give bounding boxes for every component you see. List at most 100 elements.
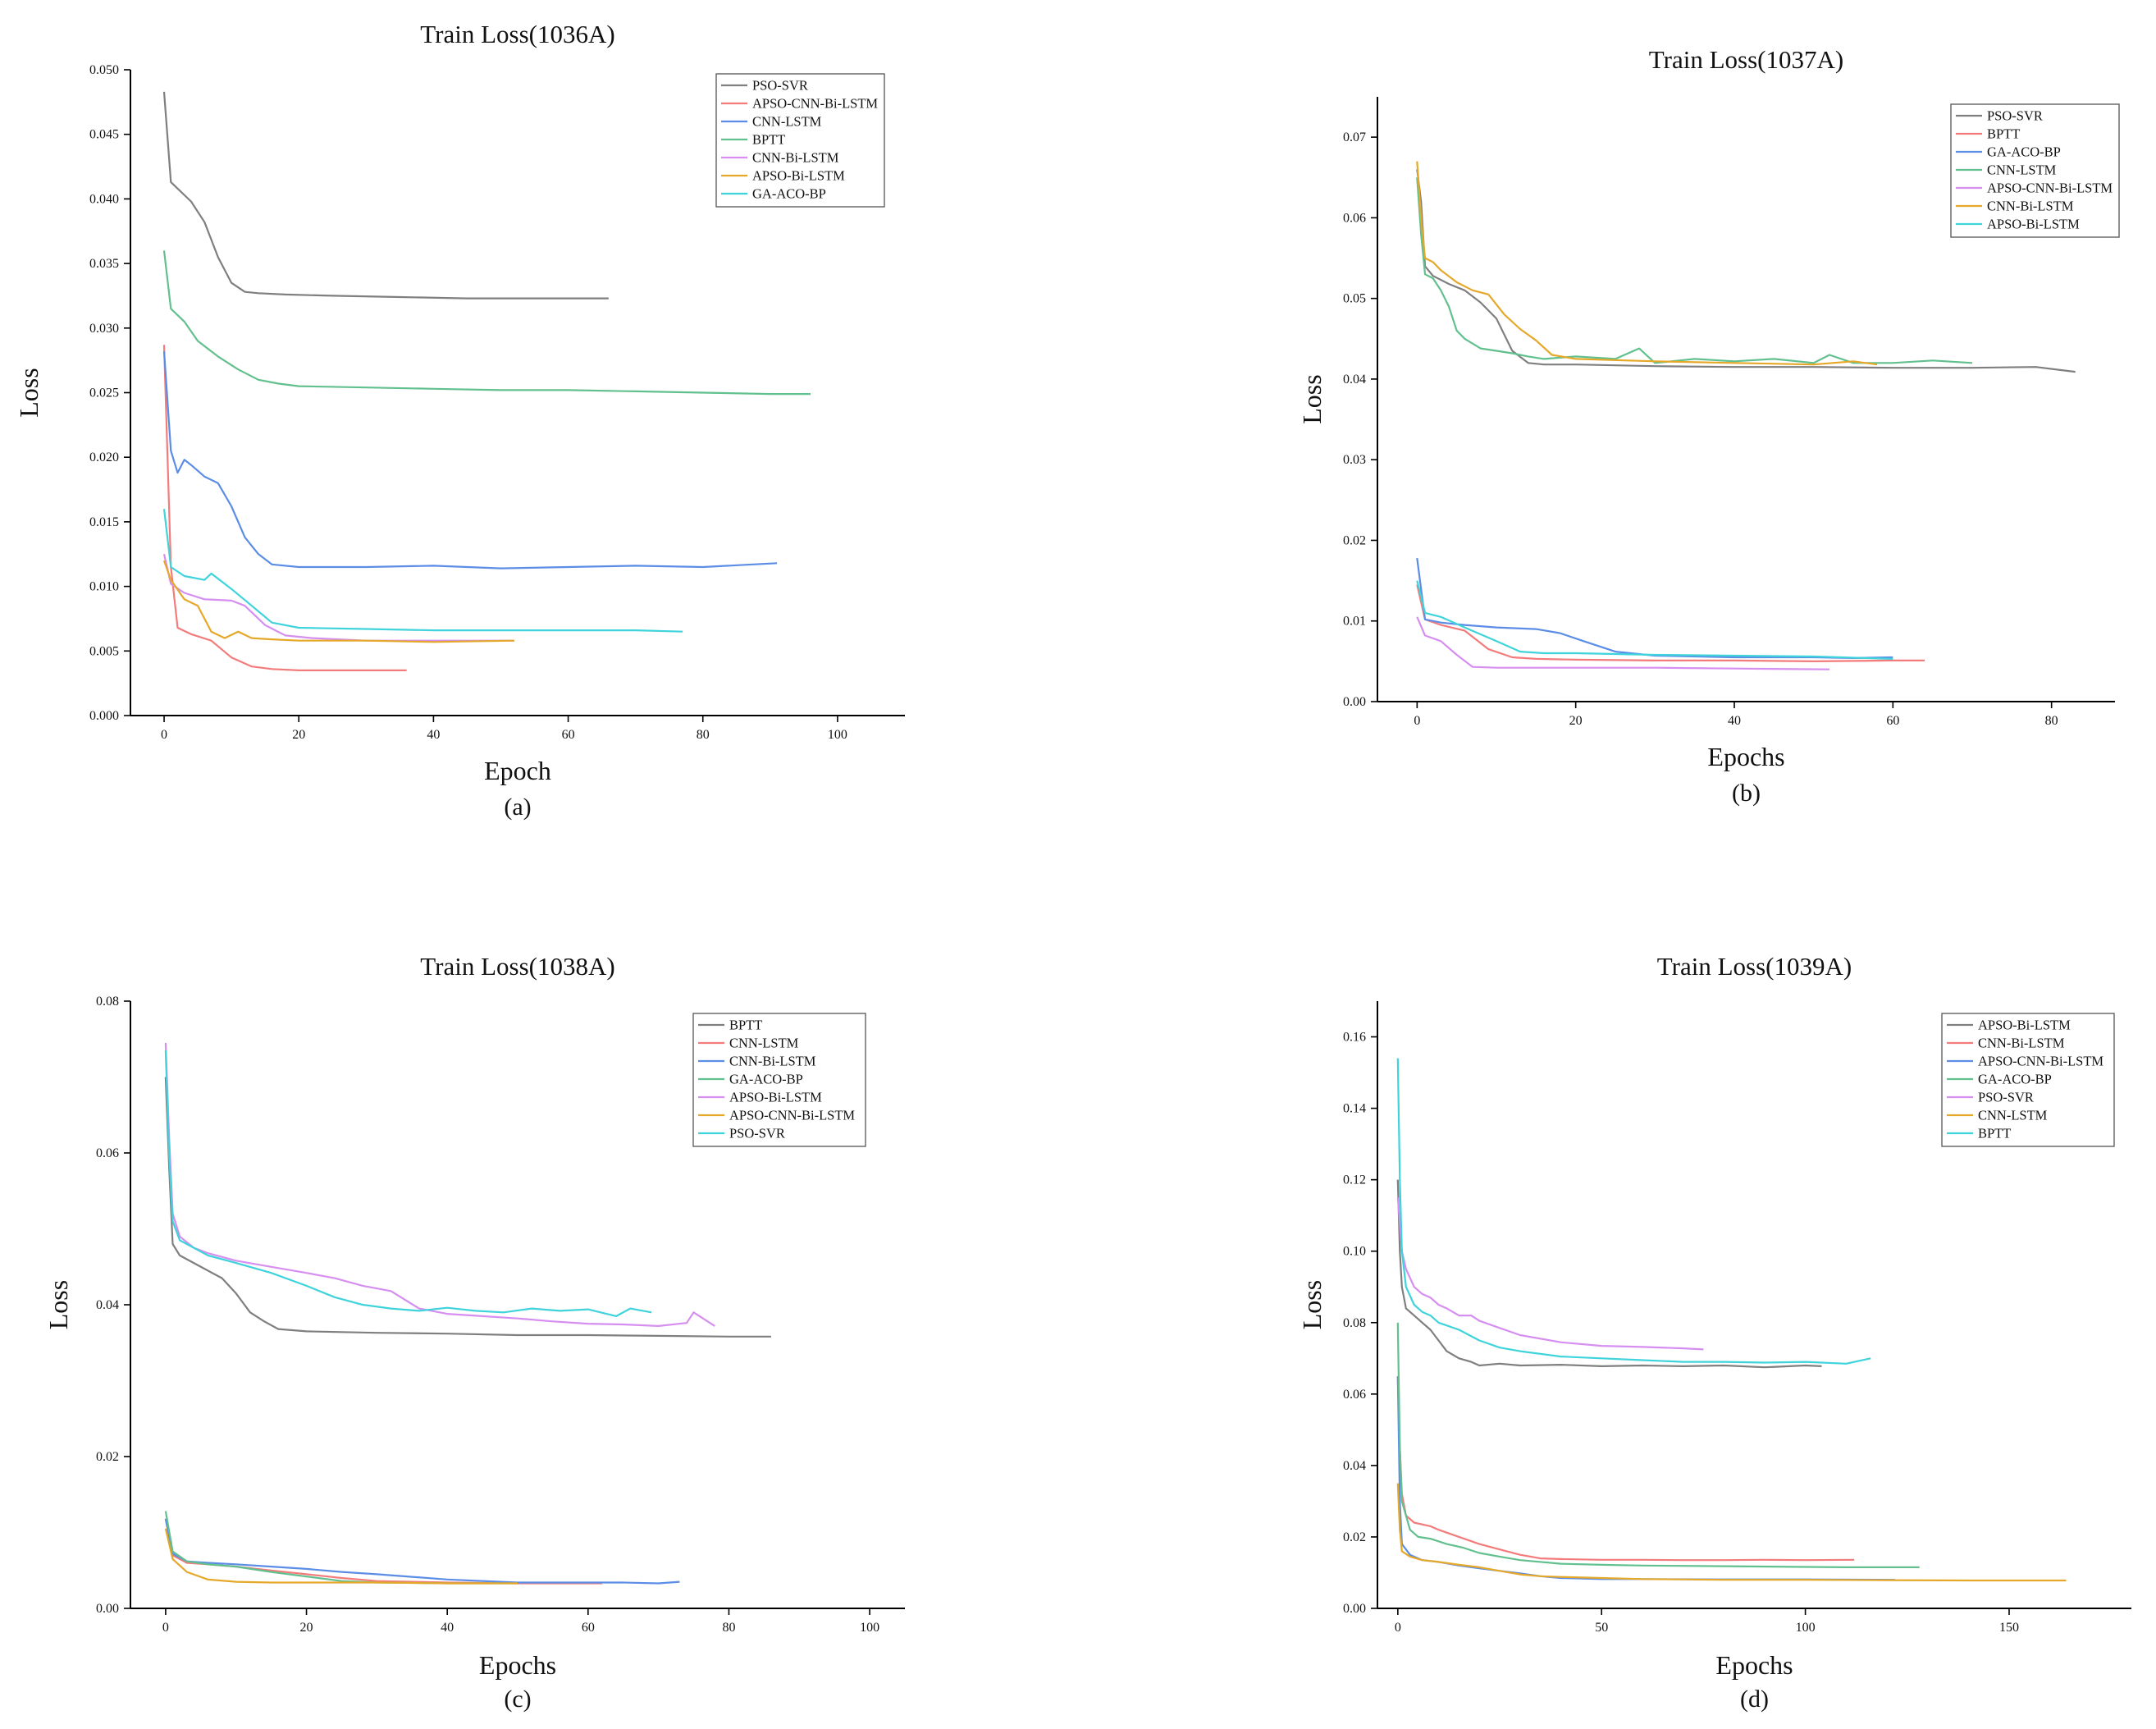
y-tick-label: 0.16 <box>1343 1031 1366 1045</box>
legend-label: APSO-Bi-LSTM <box>752 168 845 184</box>
chart-panel-c: 0.00 0.02 0.04 0.06 0.08 0 20 40 60 80 100 Train Lo… <box>43 952 905 1713</box>
legend-label: APSO-Bi-LSTM <box>729 1090 822 1105</box>
legend-label: BPTT <box>1978 1126 2011 1141</box>
y-tick-label: 0.04 <box>1343 373 1366 387</box>
series-line-cnn-lstm <box>1396 1483 2067 1582</box>
x-axis-label: Epochs <box>1707 742 1784 771</box>
series-line-bptt <box>1396 1058 1871 1365</box>
x-tick-label: 80 <box>722 1621 735 1635</box>
x-tick-label: 40 <box>441 1621 454 1635</box>
y-tick-label: 0.01 <box>1343 615 1366 629</box>
y-tick-label: 0.14 <box>1343 1102 1366 1116</box>
legend-label: BPTT <box>1987 126 2020 142</box>
series-line-cnn-lstm <box>1416 177 1973 364</box>
legend-label: CNN-LSTM <box>1987 162 2057 178</box>
series-line-bptt <box>164 1077 771 1338</box>
legend-label: APSO-Bi-LSTM <box>1987 217 2080 232</box>
legend-label: APSO-CNN-Bi-LSTM <box>729 1108 855 1123</box>
y-tick-label: 0.02 <box>1343 1530 1366 1544</box>
series-line-ga-aco-bp <box>1416 557 1893 660</box>
legend-label: GA-ACO-BP <box>729 1072 803 1087</box>
legend-label: APSO-CNN-Bi-LSTM <box>752 96 878 112</box>
y-tick-label: 0.08 <box>1343 1316 1366 1330</box>
y-tick-label: 0.050 <box>89 63 119 77</box>
x-tick-label: 60 <box>1886 714 1899 728</box>
x-tick-label: 20 <box>300 1621 313 1635</box>
chart-panel-d: 0.00 0.02 0.04 0.06 0.08 0.10 0.12 0.14 0.16 0 50 1… <box>1297 952 2131 1713</box>
x-tick-label: 60 <box>562 728 575 742</box>
y-tick-label: 0.010 <box>89 580 119 594</box>
y-tick-label: 0.015 <box>89 515 119 529</box>
series-line-cnn-lstm <box>164 1518 602 1585</box>
x-tick-label: 80 <box>2045 714 2058 728</box>
y-tick-label: 0.00 <box>1343 695 1366 709</box>
x-axis-label: Epochs <box>479 1650 556 1680</box>
legend-label: PSO-SVR <box>729 1126 785 1141</box>
legend-label: GA-ACO-BP <box>1987 144 2061 160</box>
chart-title: Train Loss(1036A) <box>420 20 614 48</box>
series-line-pso-svr <box>164 1050 652 1318</box>
series-line-cnn-lstm <box>162 351 778 569</box>
series-line-apso-bi-lstm <box>1396 1179 1822 1369</box>
y-tick-label: 0.12 <box>1343 1173 1366 1187</box>
legend-label: CNN-Bi-LSTM <box>752 150 839 166</box>
y-tick-label: 0.04 <box>1343 1459 1366 1473</box>
series-line-apso-bi-lstm <box>1416 580 1893 660</box>
y-tick-label: 0.005 <box>89 644 119 658</box>
series-line-bptt <box>162 250 811 396</box>
series-line-apso-bi-lstm <box>164 1042 715 1328</box>
legend-label: CNN-Bi-LSTM <box>729 1054 816 1069</box>
legend: PSO-SVR APSO-CNN-Bi-LSTM CNN-LSTM BPTT CNN-B… <box>715 73 885 208</box>
panel-caption: (c) <box>504 1686 531 1713</box>
series-line-pso-svr <box>1396 1197 1704 1351</box>
y-tick-label: 0.04 <box>96 1298 119 1312</box>
legend-label: CNN-LSTM <box>729 1036 799 1051</box>
y-tick-label: 0.00 <box>96 1602 119 1616</box>
series-line-apso-cnn-bi-lstm <box>164 1528 518 1585</box>
x-tick-label: 20 <box>292 728 305 742</box>
legend-label: PSO-SVR <box>1987 108 2043 124</box>
y-tick-label: 0.10 <box>1343 1245 1366 1259</box>
x-tick-label: 100 <box>1796 1621 1816 1635</box>
chart-title: Train Loss(1038A) <box>420 952 614 981</box>
legend-label: CNN-LSTM <box>752 114 822 130</box>
legend-label: APSO-CNN-Bi-LSTM <box>1978 1054 2103 1069</box>
legend-label: BPTT <box>729 1018 762 1033</box>
legend-label: APSO-CNN-Bi-LSTM <box>1987 181 2113 196</box>
y-tick-label: 0.06 <box>96 1146 119 1160</box>
y-tick-label: 0.05 <box>1343 292 1366 306</box>
legend-label: PSO-SVR <box>752 78 808 94</box>
legend: PSO-SVR BPTT GA-ACO-BP CNN-LSTM APSO-CNN-Bi-… <box>1950 103 2120 238</box>
series-line-apso-bi-lstm <box>162 560 514 643</box>
series-line-cnn-bi-lstm <box>164 1518 680 1585</box>
y-tick-label: 0.06 <box>1343 211 1366 225</box>
series-line-pso-svr <box>1416 169 2076 373</box>
y-axis-label: Loss <box>1297 1280 1327 1329</box>
legend: BPTT CNN-LSTM CNN-Bi-LSTM GA-ACO-BP APSO-Bi-… <box>692 1013 866 1147</box>
y-tick-label: 0.00 <box>1343 1602 1366 1616</box>
y-axis-label: Loss <box>1297 374 1327 423</box>
chart-panel-b: 0.00 0.01 0.02 0.03 0.04 0.05 0.06 0.07 0 20 40 60 8… <box>1297 45 2120 807</box>
y-tick-label: 0.025 <box>89 387 119 400</box>
y-tick-label: 0.03 <box>1343 453 1366 467</box>
panel-caption: (b) <box>1732 780 1761 807</box>
y-tick-label: 0.08 <box>96 995 119 1009</box>
legend-label: PSO-SVR <box>1978 1090 2034 1105</box>
x-tick-label: 0 <box>1395 1621 1401 1635</box>
x-tick-label: 40 <box>427 728 440 742</box>
y-tick-label: 0.040 <box>89 192 119 206</box>
legend-label: APSO-Bi-LSTM <box>1978 1018 2071 1033</box>
legend-label: CNN-LSTM <box>1978 1108 2048 1123</box>
panel-caption: (d) <box>1740 1686 1769 1713</box>
x-tick-label: 40 <box>1728 714 1741 728</box>
series-line-cnn-bi-lstm <box>1396 1376 1855 1562</box>
y-tick-label: 0.030 <box>89 322 119 336</box>
x-tick-label: 50 <box>1595 1621 1608 1635</box>
x-tick-label: 0 <box>161 728 167 742</box>
x-tick-label: 100 <box>860 1621 879 1635</box>
x-axis-label: Epoch <box>484 756 551 785</box>
series-line-pso-svr <box>162 91 609 300</box>
series-line-apso-cnn-bi-lstm <box>162 345 407 672</box>
x-tick-label: 0 <box>162 1621 169 1635</box>
